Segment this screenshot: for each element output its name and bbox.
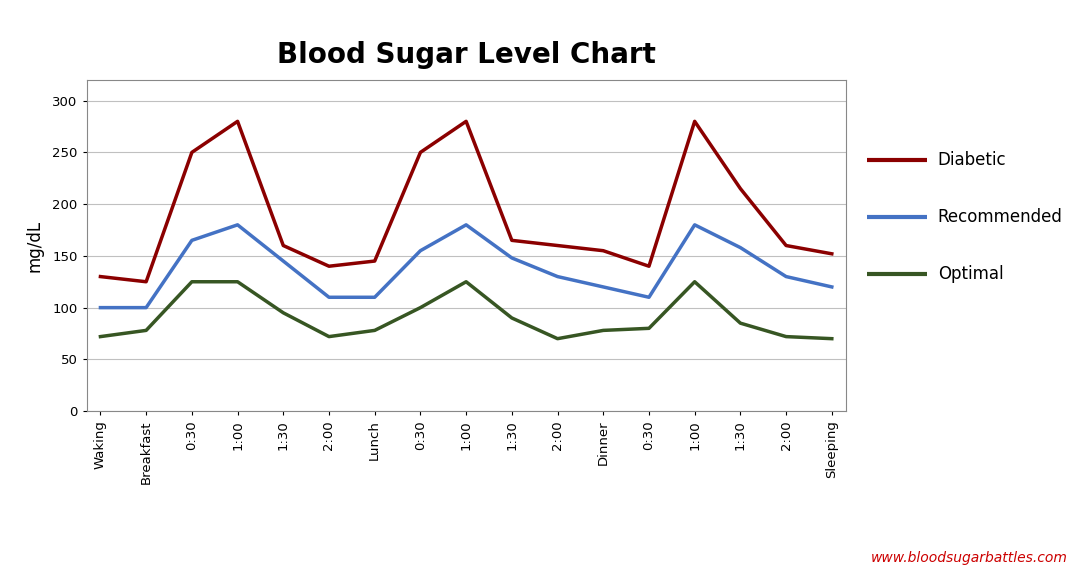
Y-axis label: mg/dL: mg/dL — [26, 219, 44, 272]
Text: Recommended: Recommended — [938, 208, 1062, 226]
Text: Optimal: Optimal — [938, 265, 1004, 283]
Text: Diabetic: Diabetic — [938, 151, 1006, 169]
Title: Blood Sugar Level Chart: Blood Sugar Level Chart — [276, 41, 656, 69]
Text: www.bloodsugarbattles.com: www.bloodsugarbattles.com — [870, 551, 1068, 565]
